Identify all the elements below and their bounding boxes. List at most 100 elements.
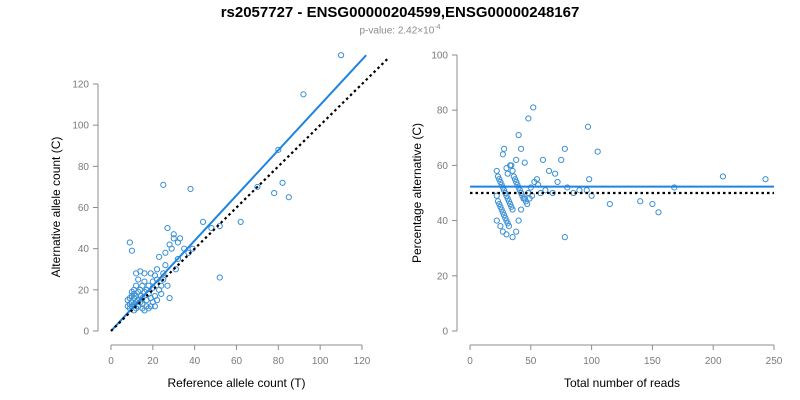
- data-point: [493, 192, 500, 199]
- data-point: [649, 200, 656, 208]
- data-point: [158, 290, 165, 298]
- data-point: [162, 262, 169, 269]
- data-point: [254, 183, 261, 191]
- y-tick-label: 40: [78, 244, 90, 255]
- percentage-alternative-scatter-panel: 0 50 100 150 200 250 0 20 40 60 80 100 Total number …: [410, 51, 783, 391]
- data-point: [170, 231, 177, 238]
- data-point: [199, 218, 207, 226]
- data-point: [515, 217, 522, 224]
- data-point: [655, 209, 662, 216]
- data-point: [503, 165, 510, 172]
- data-point: [509, 234, 516, 241]
- y-tick-label: 100: [431, 51, 448, 62]
- data-point: [500, 145, 508, 152]
- data-point: [170, 235, 177, 242]
- data-point: [147, 270, 154, 277]
- y-tick-label: 0: [83, 327, 89, 338]
- data-point: [275, 146, 282, 153]
- x-tick-label: 100: [312, 356, 329, 367]
- data-point: [337, 52, 345, 59]
- data-point: [561, 145, 568, 152]
- regression-fit-line: [110, 54, 367, 332]
- data-point: [505, 223, 513, 230]
- data-point: [521, 159, 528, 166]
- x-tick-label: 200: [705, 356, 722, 367]
- x-tick-label: 60: [231, 356, 243, 367]
- data-point: [493, 217, 500, 224]
- y-tick-label: 120: [72, 80, 89, 91]
- data-point: [497, 223, 504, 230]
- x-axis-label: Total number of reads: [564, 376, 680, 390]
- data-point: [147, 303, 154, 310]
- data-point: [513, 156, 520, 163]
- data-point: [515, 131, 522, 139]
- x-axis-label: Reference allele count (T): [167, 376, 305, 390]
- data-point: [545, 167, 553, 175]
- data-point: [187, 185, 194, 193]
- x-tick-label: 0: [108, 356, 114, 367]
- data-point: [509, 206, 516, 213]
- data-point: [279, 179, 286, 186]
- data-point: [499, 151, 506, 158]
- data-point: [762, 176, 769, 183]
- chart-title: rs2057727 - ENSG00000204599,ENSG00000248…: [220, 4, 580, 21]
- data-point: [524, 200, 531, 208]
- x-tick-label: 100: [583, 356, 600, 367]
- data-point: [503, 231, 510, 238]
- x-tick-label: 250: [766, 356, 783, 367]
- data-point: [174, 239, 182, 246]
- data-point: [174, 255, 182, 263]
- data-point: [493, 167, 500, 175]
- y-tick-label: 0: [442, 327, 448, 338]
- data-point: [160, 270, 167, 277]
- data-point: [166, 241, 173, 248]
- data-point: [166, 294, 173, 302]
- y-tick-label: 40: [437, 216, 449, 227]
- data-point: [133, 270, 140, 277]
- data-point: [126, 239, 133, 246]
- data-point: [172, 266, 179, 273]
- data-point: [517, 206, 525, 213]
- data-point: [606, 200, 613, 208]
- data-point: [517, 145, 525, 152]
- data-point: [539, 156, 547, 163]
- data-point: [135, 276, 142, 283]
- x-tick-label: 0: [467, 356, 473, 367]
- y-tick-label: 80: [437, 106, 449, 117]
- x-tick-label: 50: [525, 356, 537, 367]
- x-tick-label: 20: [147, 356, 159, 367]
- data-point: [160, 181, 167, 188]
- y-tick-label: 100: [72, 121, 89, 132]
- data-point: [208, 224, 215, 232]
- data-point: [151, 292, 159, 300]
- data-point: [164, 282, 171, 289]
- y-tick-label: 20: [78, 285, 90, 296]
- allele-count-scatter-panel: 0 20 40 60 80 100 120 0 20 40 60 80 100 120 Reference …: [49, 52, 390, 390]
- data-point: [584, 123, 592, 130]
- y-tick-label: 20: [437, 271, 449, 282]
- data-point: [525, 115, 532, 122]
- data-point: [153, 266, 161, 273]
- data-point: [554, 178, 561, 186]
- data-point: [561, 234, 568, 241]
- data-point: [124, 297, 131, 304]
- data-point: [285, 194, 292, 201]
- y-tick-label: 80: [78, 162, 90, 173]
- data-point: [271, 189, 278, 197]
- data-point: [124, 303, 131, 310]
- data-point: [141, 307, 148, 314]
- data-point: [237, 218, 244, 226]
- data-point: [162, 249, 169, 256]
- data-point: [128, 288, 136, 295]
- data-point: [216, 274, 223, 281]
- data-point: [160, 276, 167, 283]
- data-point: [164, 224, 171, 232]
- x-tick-label: 120: [354, 356, 371, 367]
- data-point: [300, 91, 307, 98]
- data-point: [508, 162, 515, 169]
- data-point: [530, 104, 537, 111]
- data-point: [586, 176, 593, 183]
- p-value-text: p-value: 2.42×10: [359, 25, 435, 37]
- x-tick-label: 150: [644, 356, 661, 367]
